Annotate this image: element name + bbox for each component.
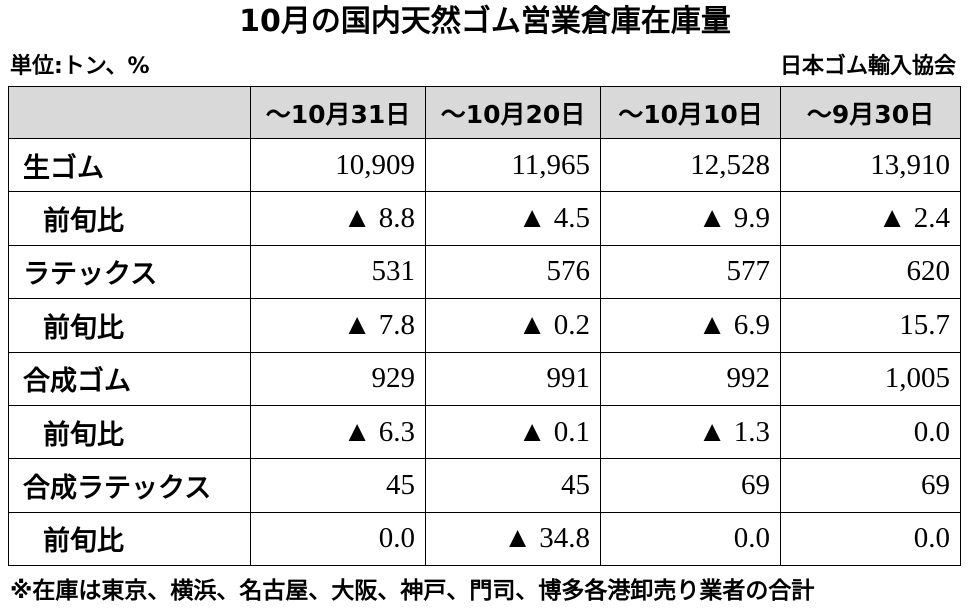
row-label: 前旬比 <box>8 298 251 353</box>
source-label: 日本ゴム輸入協会 <box>779 54 956 79</box>
value-cell: 531 <box>250 244 426 300</box>
value-cell: 12,528 <box>600 137 781 193</box>
value-cell: ▲ 2.4 <box>780 191 961 246</box>
value-cell: ▲ 8.8 <box>250 191 426 246</box>
row-label: 生ゴム <box>8 137 251 193</box>
column-header: ～10月20日 <box>425 86 601 139</box>
value-cell: ▲ 0.2 <box>425 298 601 353</box>
value-cell: ▲ 9.9 <box>600 191 781 246</box>
value-cell: 620 <box>780 244 961 300</box>
header-row: ～10月31日 ～10月20日 ～10月10日 ～9月30日 <box>8 86 961 139</box>
row-label: 前旬比 <box>8 404 251 460</box>
column-header: ～10月31日 <box>250 86 426 139</box>
value-cell: 0.0 <box>600 511 781 567</box>
value-cell: 0.0 <box>250 511 426 567</box>
corner-cell <box>8 86 251 139</box>
column-header: ～9月30日 <box>780 86 961 139</box>
table-row: 前旬比 ▲ 6.3 ▲ 0.1 ▲ 1.3 0.0 <box>8 404 961 460</box>
value-cell: 0.0 <box>780 404 961 460</box>
unit-label: 単位:トン、% <box>10 54 150 79</box>
value-cell: 10,909 <box>250 137 426 193</box>
value-cell: ▲ 7.8 <box>250 298 426 353</box>
value-cell: 577 <box>600 244 781 300</box>
value-cell: 45 <box>250 458 426 513</box>
value-cell: 45 <box>425 458 601 513</box>
row-label: 合成ラテックス <box>8 458 251 513</box>
title: 10月の国内天然ゴム営業倉庫在庫量 <box>239 4 731 39</box>
table-row: 前旬比 ▲ 7.8 ▲ 0.2 ▲ 6.9 15.7 <box>8 298 961 353</box>
footnote: ※在庫は東京、横浜、名古屋、大阪、神戸、門司、博多各港卸売り業者の合計 <box>10 578 815 604</box>
value-cell: 69 <box>600 458 781 513</box>
table-row: ラテックス 531 576 577 620 <box>8 244 961 300</box>
value-cell: ▲ 34.8 <box>425 511 601 567</box>
value-cell: 991 <box>425 351 601 406</box>
value-cell: 15.7 <box>780 298 961 353</box>
value-cell: ▲ 0.1 <box>425 404 601 460</box>
table-row: 生ゴム 10,909 11,965 12,528 13,910 <box>8 137 961 193</box>
table-row: 前旬比 0.0 ▲ 34.8 0.0 0.0 <box>8 511 961 567</box>
value-cell: 929 <box>250 351 426 406</box>
value-cell: ▲ 6.3 <box>250 404 426 460</box>
table-head: ～10月31日 ～10月20日 ～10月10日 ～9月30日 <box>8 86 961 139</box>
table-row: 合成ラテックス 45 45 69 69 <box>8 458 961 513</box>
table-row: 前旬比 ▲ 8.8 ▲ 4.5 ▲ 9.9 ▲ 2.4 <box>8 191 961 246</box>
value-cell: ▲ 4.5 <box>425 191 601 246</box>
column-header: ～10月10日 <box>600 86 781 139</box>
value-cell: 0.0 <box>780 511 961 567</box>
value-cell: ▲ 6.9 <box>600 298 781 353</box>
value-cell: 992 <box>600 351 781 406</box>
value-cell: ▲ 1.3 <box>600 404 781 460</box>
row-label: ラテックス <box>8 244 251 300</box>
row-label: 合成ゴム <box>8 351 251 406</box>
stock-table: ～10月31日 ～10月20日 ～10月10日 ～9月30日 生ゴム 10,909 11,… <box>8 86 961 567</box>
table-row: 合成ゴム 929 991 992 1,005 <box>8 351 961 406</box>
row-label: 前旬比 <box>8 511 251 567</box>
value-cell: 1,005 <box>780 351 961 406</box>
row-label: 前旬比 <box>8 191 251 246</box>
value-cell: 576 <box>425 244 601 300</box>
value-cell: 13,910 <box>780 137 961 193</box>
value-cell: 11,965 <box>425 137 601 193</box>
value-cell: 69 <box>780 458 961 513</box>
table-body: 生ゴム 10,909 11,965 12,528 13,910 前旬比 ▲ 8.8 ▲ 4.5… <box>8 137 961 567</box>
